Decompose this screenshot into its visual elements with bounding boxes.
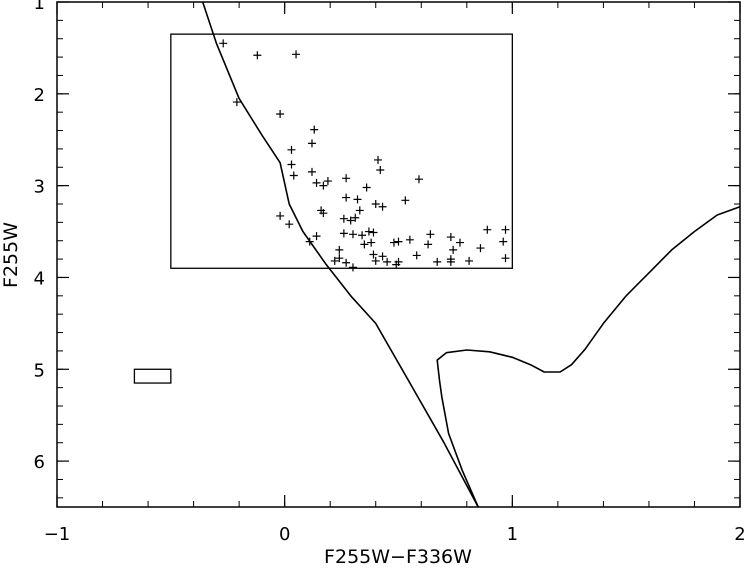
data-point — [312, 232, 321, 241]
x-tick-label: 2 — [734, 524, 745, 545]
data-point — [307, 167, 316, 176]
data-point — [371, 200, 380, 208]
data-point — [424, 240, 433, 249]
data-point — [364, 227, 373, 236]
data-point — [219, 39, 228, 48]
y-tick-label: 6 — [34, 452, 45, 473]
selection-box — [133, 368, 172, 384]
selection-boxes — [133, 33, 513, 384]
y-tick-label: 2 — [34, 85, 45, 106]
data-point — [335, 254, 344, 263]
data-point — [501, 225, 510, 234]
data-point — [339, 229, 348, 238]
data-point — [323, 177, 332, 186]
y-tick-label: 4 — [34, 268, 45, 289]
tick-labels: −1 0 1 2 1 2 3 4 5 6 — [34, 0, 746, 545]
data-point — [449, 245, 458, 254]
data-point — [307, 139, 316, 148]
data-point — [330, 256, 339, 265]
data-point — [358, 231, 367, 240]
data-point — [353, 195, 362, 204]
data-point — [276, 110, 285, 119]
data-point — [369, 228, 378, 237]
data-point — [499, 237, 508, 246]
data-point — [412, 251, 421, 260]
selection-box — [170, 33, 513, 269]
data-point — [389, 238, 398, 247]
data-point — [305, 237, 314, 246]
x-tick-label: 1 — [507, 524, 518, 545]
data-point — [446, 257, 455, 266]
data-point — [276, 211, 285, 220]
data-point — [342, 258, 351, 267]
data-point — [455, 238, 464, 247]
data-point — [374, 155, 383, 164]
data-point — [287, 145, 296, 154]
data-point — [501, 254, 510, 263]
data-point — [310, 125, 319, 134]
data-point — [394, 237, 403, 246]
y-tick-label: 3 — [34, 177, 45, 198]
data-point — [371, 256, 380, 265]
curves — [201, 1, 741, 508]
data-point — [465, 256, 474, 265]
x-tick-label: 0 — [279, 524, 290, 545]
isochrone-curve — [436, 206, 741, 508]
data-point — [289, 171, 298, 180]
data-point — [253, 51, 262, 60]
data-point — [285, 220, 294, 229]
data-point — [376, 166, 385, 175]
y-tick-label: 1 — [34, 0, 45, 14]
data-point — [362, 183, 371, 192]
plot-frame — [56, 1, 741, 508]
data-point — [433, 257, 442, 266]
data-point — [348, 263, 357, 272]
isochrone-curve — [201, 1, 479, 508]
data-point — [476, 244, 485, 253]
data-point — [348, 230, 357, 239]
data-point — [446, 233, 455, 242]
data-point — [394, 257, 403, 266]
data-point — [342, 193, 351, 202]
data-point — [346, 216, 355, 225]
data-point — [312, 178, 321, 187]
data-point — [319, 209, 328, 218]
data-point — [401, 196, 410, 205]
data-point — [378, 202, 387, 211]
data-point — [426, 230, 435, 239]
x-tick-label: −1 — [44, 524, 71, 545]
data-point — [360, 240, 369, 249]
x-axis-title: F255W−F336W — [324, 546, 472, 568]
data-point — [369, 250, 378, 259]
data-point — [232, 98, 241, 107]
y-axis-title: F255W — [0, 222, 22, 288]
data-point — [292, 50, 301, 59]
y-tick-label: 5 — [34, 360, 45, 381]
data-point — [483, 225, 492, 234]
data-point — [319, 181, 328, 190]
data-point — [339, 214, 348, 223]
data-point — [383, 257, 392, 266]
data-point — [342, 174, 351, 183]
data-points — [219, 39, 510, 272]
data-point — [378, 252, 387, 261]
axis-ticks — [56, 1, 741, 507]
data-point — [405, 235, 414, 244]
data-point — [355, 206, 364, 215]
data-point — [367, 238, 376, 247]
data-point — [335, 245, 344, 254]
data-point — [414, 175, 423, 184]
data-point — [351, 213, 360, 222]
data-point — [287, 160, 296, 169]
